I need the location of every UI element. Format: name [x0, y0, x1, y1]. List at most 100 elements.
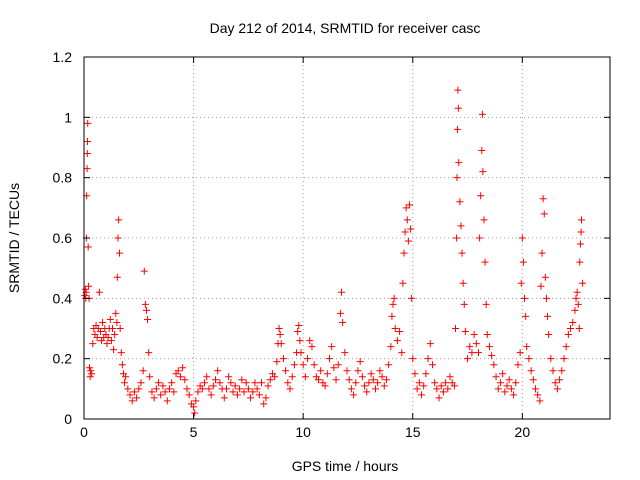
data-point [205, 385, 213, 393]
data-point [236, 385, 244, 393]
data-point [426, 340, 434, 348]
data-point [413, 385, 421, 393]
data-point [126, 391, 134, 399]
y-tick-label: 0.4 [53, 290, 73, 306]
data-point [296, 337, 304, 345]
axis-ticks: 0 5 10 15 20 0 0.2 0.4 0.6 0.8 1 1.2 [53, 49, 610, 440]
data-point [130, 388, 138, 396]
data-point [456, 198, 464, 206]
data-point [569, 318, 577, 326]
data-point [403, 216, 411, 224]
data-point [451, 325, 459, 332]
data-point [317, 367, 325, 375]
data-point [466, 343, 474, 351]
data-point [328, 343, 336, 351]
data-point [190, 403, 198, 411]
data-point [86, 373, 94, 381]
data-point [428, 361, 436, 369]
data-point [476, 234, 484, 242]
data-point [85, 364, 93, 372]
data-point [549, 367, 557, 375]
data-point [216, 379, 224, 387]
data-point [114, 234, 122, 242]
data-point [323, 370, 331, 378]
data-point [334, 361, 342, 369]
data-point [401, 228, 409, 236]
data-point [367, 370, 375, 378]
data-point [458, 249, 466, 257]
data-point [437, 382, 445, 390]
data-point [483, 331, 491, 339]
data-point [179, 364, 187, 372]
data-point [150, 394, 158, 402]
data-point [460, 300, 468, 308]
data-point [117, 349, 125, 357]
data-point [560, 355, 568, 363]
data-point [490, 361, 498, 369]
data-point [378, 373, 386, 381]
data-point [306, 337, 314, 345]
data-point [361, 382, 369, 390]
data-point [104, 334, 112, 342]
data-point [341, 349, 349, 357]
chart-title: Day 212 of 2014, SRMTID for receiver cas… [210, 20, 481, 36]
data-point [572, 294, 580, 302]
data-point [157, 391, 165, 399]
data-point [251, 379, 259, 387]
data-point [148, 388, 156, 396]
data-point [408, 294, 416, 302]
data-point [418, 391, 426, 399]
data-point [356, 358, 364, 366]
data-point [95, 288, 103, 296]
data-point [225, 373, 233, 381]
data-point [492, 373, 500, 381]
data-point [529, 376, 537, 384]
data-point [308, 343, 316, 351]
data-point [482, 300, 490, 308]
data-point [539, 195, 547, 203]
data-point [404, 237, 412, 245]
data-point [85, 282, 93, 290]
data-point [275, 325, 283, 332]
data-point [457, 222, 465, 230]
data-point [84, 119, 92, 127]
data-point [99, 318, 107, 326]
y-tick-label: 0.6 [53, 230, 73, 246]
data-point [424, 355, 432, 363]
data-point [220, 394, 228, 402]
data-point [168, 379, 176, 387]
data-point [165, 385, 173, 393]
data-point [505, 376, 513, 384]
data-point [103, 340, 111, 348]
data-point [525, 355, 533, 363]
data-point [191, 409, 199, 417]
data-point [240, 388, 248, 396]
data-point [398, 349, 406, 357]
data-point [258, 379, 266, 387]
data-point [146, 373, 154, 381]
data-point [391, 325, 399, 332]
data-point [531, 385, 539, 393]
data-point [577, 228, 585, 236]
data-point [512, 379, 520, 387]
data-point [472, 340, 480, 348]
data-point [527, 367, 535, 375]
data-point [477, 192, 485, 200]
data-point [238, 376, 246, 384]
data-point [273, 358, 281, 366]
data-point [537, 282, 545, 290]
x-axis-label: GPS time / hours [292, 458, 399, 474]
data-point [325, 355, 333, 363]
data-point [181, 376, 189, 384]
data-point [514, 361, 522, 369]
data-point [339, 318, 347, 326]
data-point [517, 279, 525, 287]
data-point [107, 337, 115, 345]
data-point [376, 367, 384, 375]
data-point [453, 234, 461, 242]
data-point [578, 216, 586, 224]
data-point [534, 391, 542, 399]
data-point [89, 340, 97, 348]
data-point [159, 382, 167, 390]
